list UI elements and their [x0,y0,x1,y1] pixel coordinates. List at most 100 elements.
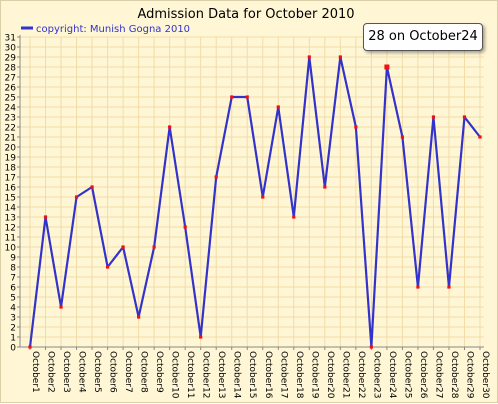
y-tick-label: 24 [5,104,17,114]
y-tick-label: 1 [10,334,16,344]
series [28,55,481,349]
y-tick-label: 2 [10,324,16,334]
data-tooltip: 28 on October24 [363,23,483,51]
x-tick-label: October26 [418,351,428,399]
x-tick-label: October2 [46,351,56,393]
y-tick-label: 6 [10,284,16,294]
data-point [307,55,311,59]
data-point [369,345,373,349]
axes [19,35,484,348]
data-point [400,135,405,139]
x-tick-label: October15 [247,351,257,398]
x-tick-label: October14 [232,351,242,399]
data-point [105,265,110,269]
y-tick-label: 17 [5,174,16,184]
x-tick-label: October3 [61,351,71,393]
data-point [276,105,280,109]
y-tick-label: 21 [5,134,16,144]
data-point [431,115,436,119]
data-point [137,315,141,319]
data-point [478,135,482,139]
data-point [183,225,187,229]
x-tick-label: October11 [185,351,195,398]
y-tick-label: 23 [5,114,16,124]
x-tick-label: October18 [294,351,304,399]
data-point [199,335,203,339]
x-tick-label: October17 [278,351,288,398]
y-tick-label: 10 [5,244,17,254]
y-tick-label: 15 [5,194,16,204]
y-tick-labels: 0123456789101112131415161718192021222324… [5,34,20,354]
y-tick-label: 29 [5,54,17,64]
x-tick-label: October27 [433,351,443,398]
series-line [28,55,481,349]
x-tick-label: October13 [216,351,226,398]
x-tick-label: October12 [201,351,211,398]
x-tick-label: October7 [123,351,133,393]
y-tick-label: 26 [5,84,17,94]
y-tick-label: 14 [5,204,17,214]
data-point [261,195,265,199]
y-tick-label: 19 [5,154,17,164]
x-tick-label: October30 [480,351,490,399]
y-tick-label: 4 [10,304,16,314]
data-point [28,345,32,349]
y-tick-label: 30 [5,44,17,54]
data-point [354,125,358,129]
x-tick-label: October29 [464,351,474,399]
data-point [462,115,467,119]
y-tick-label: 7 [10,274,16,284]
data-point [90,185,94,189]
x-tick-label: October16 [263,351,273,399]
x-tick-label: October21 [340,351,350,398]
y-tick-label: 0 [10,344,16,354]
data-markers [28,55,482,349]
legend: copyright: Munish Gogna 2010 [21,24,190,35]
x-tick-label: October25 [402,351,412,398]
data-point [121,245,125,249]
x-tick-label: October23 [371,351,381,398]
y-tick-label: 3 [10,314,16,324]
y-tick-label: 25 [5,94,16,104]
data-point [214,175,218,179]
data-point [323,185,327,189]
data-point [230,95,234,99]
x-tick-label: October4 [77,351,87,393]
legend-label: copyright: Munish Gogna 2010 [36,24,190,35]
y-tick-label: 28 [5,64,17,74]
chart-title: Admission Data for October 2010 [137,7,354,22]
x-tick-label: October1 [30,351,40,393]
y-tick-label: 12 [5,224,16,234]
x-tick-label: October20 [325,351,335,399]
y-tick-label: 5 [10,294,16,304]
data-point [447,285,451,289]
x-tick-label: October28 [449,351,459,399]
data-point [74,195,79,199]
data-point [168,125,172,129]
y-tick-label: 16 [5,184,17,194]
data-point [338,55,342,59]
x-tick-label: October10 [170,351,180,399]
data-point [384,64,390,70]
grid [20,36,484,348]
data-point [245,95,249,99]
x-tick-label: October6 [108,351,118,393]
x-tick-label: October19 [309,351,319,399]
data-point [292,215,296,219]
x-tick-labels: October1 October2 October3 October4 October5… [29,347,490,399]
y-tick-label: 20 [5,144,17,154]
data-point [416,285,420,289]
y-tick-label: 8 [10,264,16,274]
y-tick-label: 27 [5,74,16,84]
x-tick-label: October9 [154,351,164,393]
x-tick-label: October5 [92,351,102,393]
x-tick-label: October22 [356,351,366,398]
y-tick-label: 13 [5,214,16,224]
x-tick-label: October24 [387,351,397,399]
data-point [43,215,48,219]
y-tick-label: 22 [5,124,16,134]
y-tick-label: 31 [5,34,16,44]
y-tick-label: 9 [10,254,16,264]
